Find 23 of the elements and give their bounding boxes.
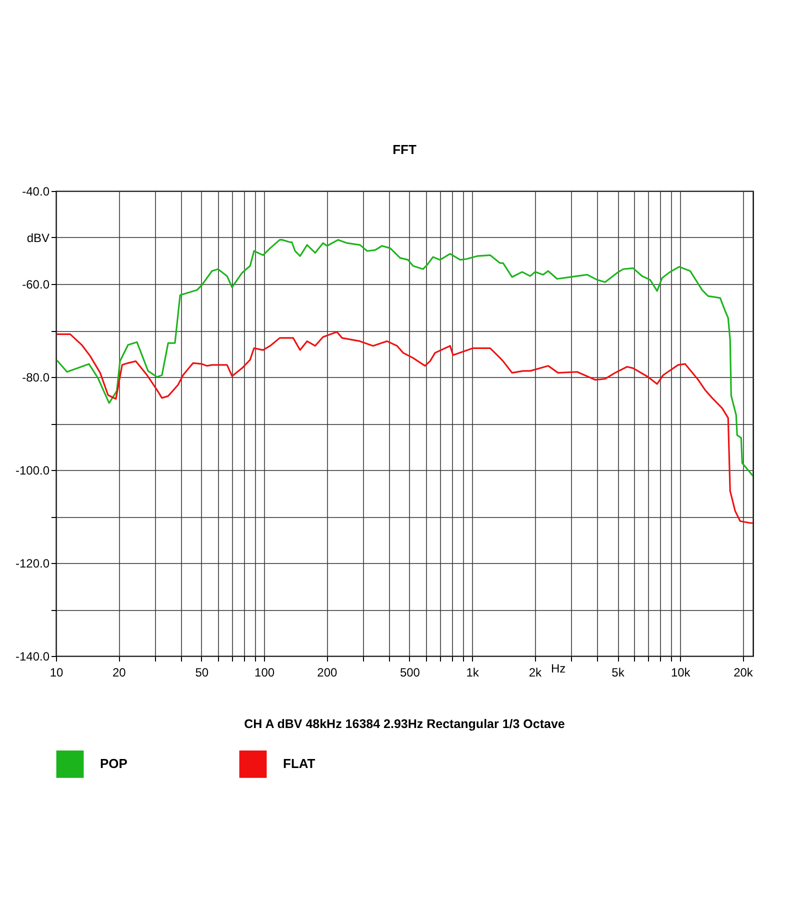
y-tick-label: -40.0 bbox=[22, 184, 50, 198]
x-tick-label: 1k bbox=[466, 666, 480, 680]
y-tick-label: -80.0 bbox=[22, 370, 50, 384]
chart-title: FFT bbox=[392, 142, 416, 157]
text: CH A dBV 48kHz 16384 2.93Hz Rectangular 1/3 Octave bbox=[244, 717, 565, 731]
x-tick-label: 50 bbox=[195, 666, 209, 680]
x-tick-label: 500 bbox=[400, 666, 420, 680]
x-tick-label: 200 bbox=[317, 666, 338, 680]
x-tick-label: 10 bbox=[50, 666, 64, 680]
x-axis-title: Hz bbox=[551, 662, 566, 676]
y-tick-label: -100.0 bbox=[15, 464, 50, 478]
x-tick-label: 5k bbox=[612, 666, 626, 680]
y-tick-label: -140.0 bbox=[15, 650, 50, 664]
x-tick-label: 2k bbox=[528, 666, 543, 680]
x-tick-label: 10k bbox=[670, 666, 692, 680]
y-tick-label: dBV bbox=[26, 231, 50, 245]
x-tick-label: 20k bbox=[734, 666, 754, 680]
x-tick-label: 100 bbox=[254, 666, 275, 680]
legend-label: POP bbox=[100, 756, 128, 772]
y-tick-label: -60.0 bbox=[22, 278, 50, 292]
x-tick-label: 20 bbox=[112, 666, 126, 680]
legend-label: FLAT bbox=[283, 756, 316, 772]
y-tick-label: -120.0 bbox=[15, 556, 50, 570]
